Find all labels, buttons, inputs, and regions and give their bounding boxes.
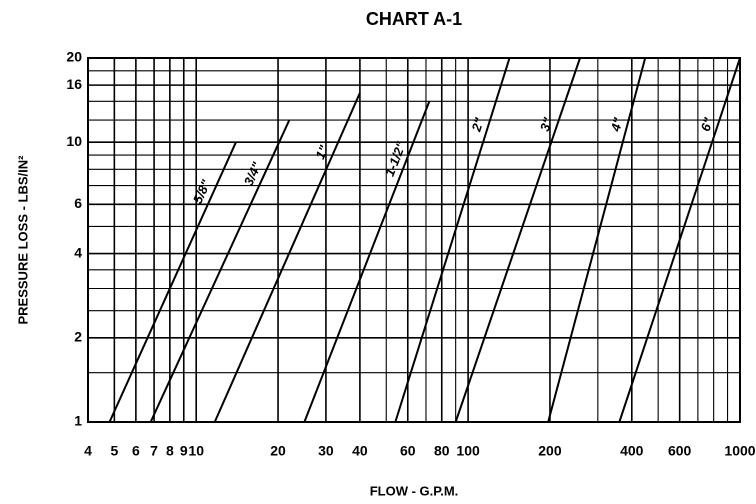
series-label: 1" xyxy=(312,142,331,161)
x-tick-label: 600 xyxy=(668,443,692,459)
x-tick-label: 80 xyxy=(434,443,450,459)
x-tick-label: 10 xyxy=(188,443,204,459)
x-tick-label: 6 xyxy=(132,443,140,459)
pipe-line xyxy=(618,57,741,423)
x-tick-label: 30 xyxy=(318,443,334,459)
y-tick-label: 20 xyxy=(66,49,82,65)
x-tick-label: 100 xyxy=(456,443,480,459)
chart-title: CHART A-1 xyxy=(366,9,462,29)
pipe-line xyxy=(303,100,431,423)
pipe-line xyxy=(108,141,237,423)
pipe-line xyxy=(394,57,511,423)
x-tick-label: 200 xyxy=(538,443,562,459)
y-tick-label: 2 xyxy=(74,328,82,344)
series-label: 4" xyxy=(608,115,626,134)
series-label: 2" xyxy=(468,115,487,134)
x-tick-label: 20 xyxy=(270,443,286,459)
series-label: 5/8" xyxy=(190,177,214,206)
series-label: 3/4" xyxy=(241,159,265,188)
x-tick-label: 7 xyxy=(150,443,158,459)
x-tick-label: 8 xyxy=(166,443,174,459)
series-label: 6" xyxy=(698,115,717,133)
x-axis-label: FLOW - G.P.M. xyxy=(370,483,459,498)
y-tick-label: 4 xyxy=(74,244,82,260)
x-tick-label: 5 xyxy=(110,443,118,459)
y-tick-label: 1 xyxy=(74,413,82,429)
y-tick-label: 6 xyxy=(74,195,82,211)
x-tick-label: 9 xyxy=(180,443,188,459)
x-tick-label: 4 xyxy=(84,443,92,459)
y-tick-label: 10 xyxy=(66,133,82,149)
pipe-line xyxy=(213,92,361,423)
pipe-line xyxy=(547,57,647,423)
plot-frame xyxy=(87,57,741,423)
y-tick-label: 16 xyxy=(66,76,82,92)
x-tick-label: 60 xyxy=(400,443,416,459)
series-label: 3" xyxy=(537,115,556,133)
y-axis-label: PRESSURE LOSS - LBS/IN² xyxy=(15,155,30,325)
x-tick-label: 40 xyxy=(352,443,368,459)
pipe-line xyxy=(454,57,581,423)
x-tick-label: 1000 xyxy=(724,443,755,459)
x-tick-label: 400 xyxy=(620,443,644,459)
pipe-line xyxy=(149,119,291,423)
